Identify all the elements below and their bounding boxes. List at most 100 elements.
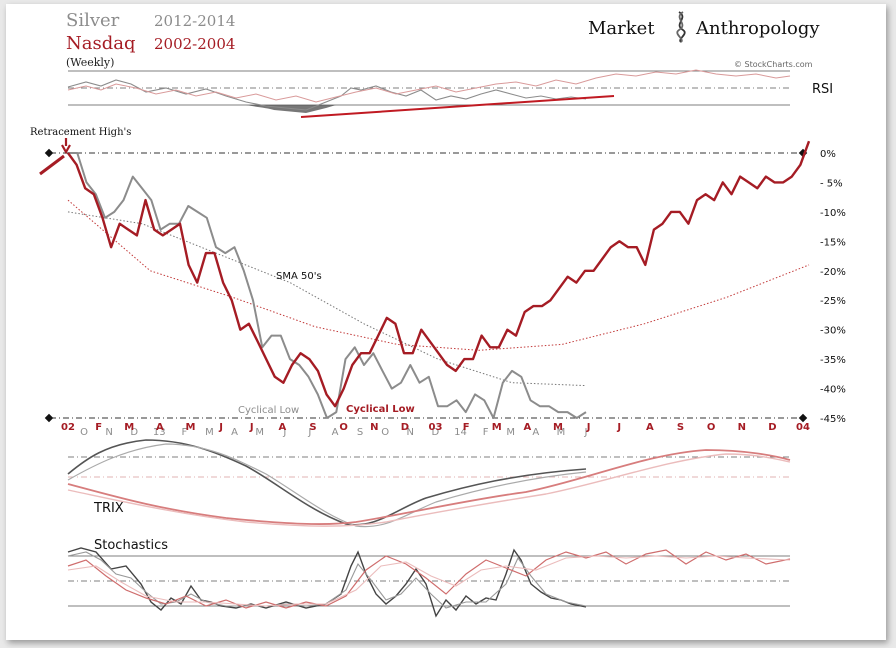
nasdaq-title: Nasdaq [66,33,136,54]
x-tick-silver: 13 [153,427,166,438]
rsi-trendline [300,95,615,118]
x-tick-nasdaq: O [707,422,716,433]
x-tick-nasdaq: S [309,422,316,433]
stockcharts-watermark: © StockCharts.com [734,60,813,69]
x-tick-nasdaq: O [339,422,348,433]
x-tick-silver: O [80,427,88,438]
x-tick-silver: A [332,427,339,438]
brand-right: Anthropology [695,18,820,39]
x-tick-silver: N [105,427,112,438]
y-tick-label: -35% [820,355,846,366]
x-tick-silver: A [231,427,238,438]
nasdaq-sma50-line [67,199,810,351]
x-tick-silver: N [407,427,414,438]
y-tick-label: -15% [820,237,846,248]
x-tick-nasdaq: 03 [429,422,443,433]
x-tick-silver: M [255,427,264,438]
x-tick-nasdaq: 02 [61,422,75,433]
x-axis-silver: O N D 13 F M A M J J A S O N D 14 F M A M J [80,427,587,438]
x-tick-silver: F [483,427,489,438]
silver-title: Silver [66,10,120,31]
retracement-arrow-line [39,154,65,176]
x-axis-nasdaq: 02 F M A M J J A S O N D 03 F M A M J J A S O N D 04 [61,422,810,433]
rsi-nasdaq-line [67,69,791,103]
x-tick-silver: J [282,427,286,438]
y-tick-label: -10% [820,208,846,219]
x-tick-nasdaq: 04 [796,422,810,433]
x-tick-silver: 14 [454,427,467,438]
trix-nasdaq-signal-line [67,453,791,527]
trix-silver-line [67,439,587,526]
y-tick-label: - 5% [820,178,843,189]
x-tick-silver: D [432,427,440,438]
chart-svg: Silver 2012-2014 Nasdaq 2002-2004 (Weekl… [30,10,846,618]
x-tick-nasdaq: F [95,422,102,433]
dna-helix-icon [676,11,686,43]
x-tick-nasdaq: D [401,422,409,433]
retracement-down-arrow-icon [61,138,71,155]
y-tick-label: -30% [820,326,846,337]
rsi-panel: RSI [67,69,833,118]
frequency-label: (Weekly) [66,56,114,69]
x-tick-silver: M [205,427,214,438]
silver-years: 2012-2014 [154,12,235,30]
nasdaq-years: 2002-2004 [154,35,235,53]
stochastics-panel: Stochastics [67,538,791,618]
chart-frame: Silver 2012-2014 Nasdaq 2002-2004 (Weekl… [6,4,886,640]
trix-silver-signal-line [67,443,587,528]
x-tick-silver: M [557,427,566,438]
trix-panel: TRIX [67,439,791,528]
x-tick-nasdaq: J [249,422,254,433]
x-tick-silver: O [381,427,389,438]
nasdaq-price-line [67,140,811,408]
x-tick-silver: A [532,427,539,438]
left-marker-bottom [44,413,54,423]
x-tick-nasdaq: M [492,422,502,433]
x-tick-nasdaq: M [553,422,563,433]
rsi-silver-line [67,79,587,111]
y-tick-label: -25% [820,296,846,307]
x-tick-silver: F [182,427,188,438]
x-tick-nasdaq: J [586,422,591,433]
stoch-nasdaq-k-line [67,549,791,609]
y-tick-label: -45% [820,414,846,425]
y-tick-label: -40% [820,385,846,396]
silver-cyclical-low-label: Cyclical Low [238,405,299,416]
rsi-label: RSI [812,82,833,97]
nasdaq-cyclical-low-label: Cyclical Low [346,404,415,415]
x-tick-nasdaq: A [156,422,164,433]
x-tick-nasdaq: S [677,422,684,433]
retracement-label: Retracement High's [30,127,131,138]
silver-price-line [68,152,587,419]
x-tick-silver: J [584,427,588,438]
x-tick-nasdaq: A [279,422,287,433]
x-tick-nasdaq: M [186,422,196,433]
main-price-panel: Retracement High's 0% - 5% -10% -15% -20% -25… [30,127,846,438]
x-tick-nasdaq: F [463,422,470,433]
trix-label: TRIX [93,501,124,516]
brand-left: Market [588,18,655,39]
x-tick-nasdaq: N [738,422,746,433]
y-tick-label: 0% [820,149,836,160]
stochastics-label: Stochastics [94,538,168,553]
right-marker-bottom [798,413,808,423]
x-tick-silver: M [506,427,515,438]
stoch-nasdaq-d-line [67,555,791,607]
silver-sma50-line [67,211,587,387]
x-tick-nasdaq: J [218,422,223,433]
x-tick-silver: S [357,427,363,438]
x-tick-nasdaq: M [124,422,134,433]
x-tick-silver: J [307,427,311,438]
sma50-label: SMA 50's [276,271,322,282]
x-tick-nasdaq: D [768,422,776,433]
x-tick-nasdaq: J [616,422,621,433]
y-axis: 0% - 5% -10% -15% -20% -25% -30% -35% -40% -45% [820,149,846,425]
x-tick-nasdaq: N [370,422,378,433]
y-tick-label: -20% [820,267,846,278]
x-tick-nasdaq: A [524,422,532,433]
stoch-silver-d-line [67,551,587,609]
trix-nasdaq-line [67,449,791,525]
left-marker-top [44,148,54,158]
x-tick-nasdaq: A [646,422,654,433]
x-tick-silver: D [130,427,138,438]
